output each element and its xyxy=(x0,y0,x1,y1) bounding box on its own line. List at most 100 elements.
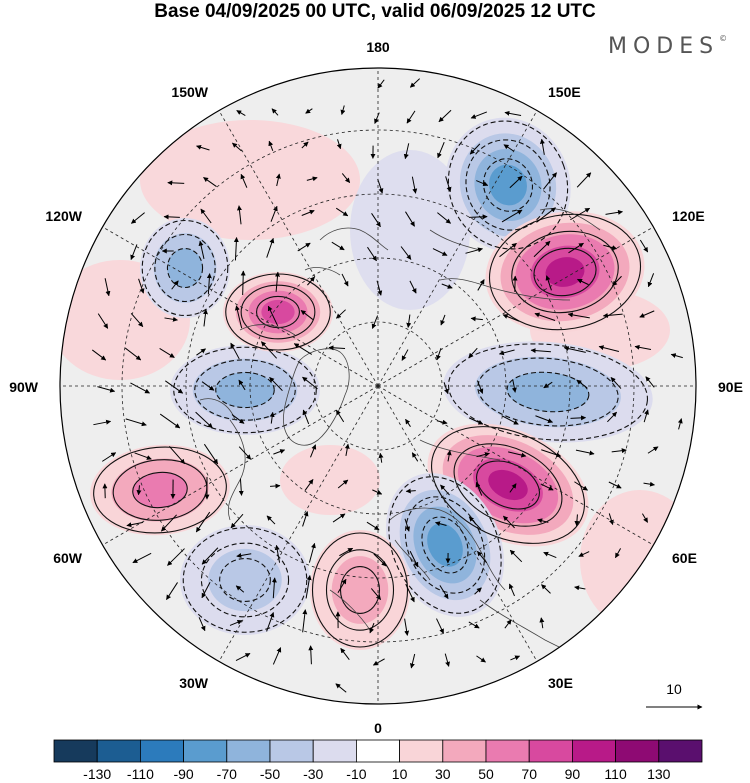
wind-vector xyxy=(400,246,412,260)
anomaly-center-neg xyxy=(170,345,320,435)
height-contour-set xyxy=(311,532,409,648)
colorbar-tick-label: -90 xyxy=(173,766,193,782)
wind-vector xyxy=(195,511,211,533)
wind-vector xyxy=(533,240,551,258)
wind-vector xyxy=(468,214,488,220)
meridian-line xyxy=(218,110,379,387)
wind-vector xyxy=(470,316,483,322)
wind-vector xyxy=(297,242,311,252)
height-contour xyxy=(447,120,569,250)
wind-vector xyxy=(370,588,382,600)
height-contour xyxy=(166,247,204,289)
wind-vector xyxy=(437,142,445,159)
wind-vector xyxy=(446,450,452,462)
wind-vector xyxy=(570,207,591,221)
background-anomaly xyxy=(140,120,360,240)
wind-vector xyxy=(605,209,623,215)
wind-vector xyxy=(235,652,251,662)
lon-label-0: 0 xyxy=(374,720,382,736)
colorbar-swatch xyxy=(312,739,357,763)
wind-vector xyxy=(468,417,484,425)
wind-vector xyxy=(269,376,283,392)
wind-vector xyxy=(268,140,274,152)
wind-vector xyxy=(196,144,210,151)
wind-vector xyxy=(374,112,380,124)
wind-vector xyxy=(238,478,244,496)
colorbar-tick-label: 50 xyxy=(478,766,494,782)
wind-vector xyxy=(130,313,144,328)
wind-vector xyxy=(168,445,186,465)
wind-vector xyxy=(543,172,557,190)
wind-vector xyxy=(266,515,276,525)
height-contour xyxy=(511,230,619,314)
colorbar-tick-label: -110 xyxy=(127,766,154,782)
wind-vector xyxy=(608,481,622,489)
longitude-labels: 180 0 90W 90E 150W 120W 150E 120E 60W 30… xyxy=(9,39,743,736)
wind-vector xyxy=(468,516,482,530)
wind-vector xyxy=(437,212,451,224)
wind-vector xyxy=(577,278,589,286)
wind-vector xyxy=(271,577,277,599)
wind-vector xyxy=(574,514,580,527)
wind-vector xyxy=(535,415,554,423)
wind-vector xyxy=(377,178,384,194)
wind-vector xyxy=(130,212,145,224)
wind-vector xyxy=(340,647,350,660)
wind-vector xyxy=(438,109,452,123)
wind-vector xyxy=(508,451,527,458)
wind-vector xyxy=(509,549,523,563)
colorbar-tick-label: -70 xyxy=(217,766,237,782)
wind-vector xyxy=(171,280,179,290)
modes-logo: MODES© xyxy=(608,34,727,59)
wind-vector xyxy=(201,581,211,599)
lon-label-30w: 30W xyxy=(179,675,209,691)
lon-label-120e: 120E xyxy=(672,208,705,224)
colorbar-swatch xyxy=(399,739,444,763)
wind-vector xyxy=(643,481,655,487)
wind-vector xyxy=(570,415,587,421)
coastline-scandinavia xyxy=(389,507,506,591)
wind-vector xyxy=(301,209,315,216)
wind-vector xyxy=(409,78,421,88)
wind-vector xyxy=(611,448,627,454)
height-contour xyxy=(388,476,502,614)
wind-vector xyxy=(369,622,375,634)
wind-vector xyxy=(302,376,318,390)
wind-vector xyxy=(539,138,545,155)
height-contour xyxy=(194,359,296,421)
wind-vector xyxy=(436,348,442,361)
wind-vector xyxy=(436,419,448,425)
wind-vector xyxy=(308,645,314,665)
wind-vector xyxy=(403,143,410,160)
wind-vector xyxy=(441,283,453,289)
height-contour xyxy=(453,443,563,527)
wind-vector xyxy=(300,310,314,320)
colorbar-swatch xyxy=(485,739,530,763)
wind-vector xyxy=(165,380,184,394)
colorbar-swatch xyxy=(528,739,573,763)
height-contour xyxy=(339,566,381,614)
wind-vector xyxy=(476,655,486,663)
wind-vector xyxy=(236,205,242,225)
wind-vector xyxy=(331,241,345,251)
wind-vector xyxy=(231,414,245,424)
height-contour xyxy=(404,496,486,594)
colorbar-tick-label: 30 xyxy=(435,766,451,782)
wind-vector xyxy=(543,381,553,389)
anomaly-level xyxy=(489,164,527,206)
lon-label-60w: 60W xyxy=(53,550,83,566)
wind-vector xyxy=(378,452,384,463)
wind-vector xyxy=(537,518,549,524)
height-contour xyxy=(506,371,590,413)
colorbar-swatch xyxy=(442,739,487,763)
wind-vector xyxy=(332,513,346,523)
wind-vector xyxy=(677,418,683,430)
copyright-mark: © xyxy=(719,34,728,43)
wind-vector xyxy=(372,658,385,666)
graticule xyxy=(60,68,696,704)
wind-vector xyxy=(97,386,116,393)
wind-vector xyxy=(639,310,655,318)
wind-vector xyxy=(477,550,487,563)
wind-vector xyxy=(530,348,551,354)
wind-vector xyxy=(167,180,185,186)
